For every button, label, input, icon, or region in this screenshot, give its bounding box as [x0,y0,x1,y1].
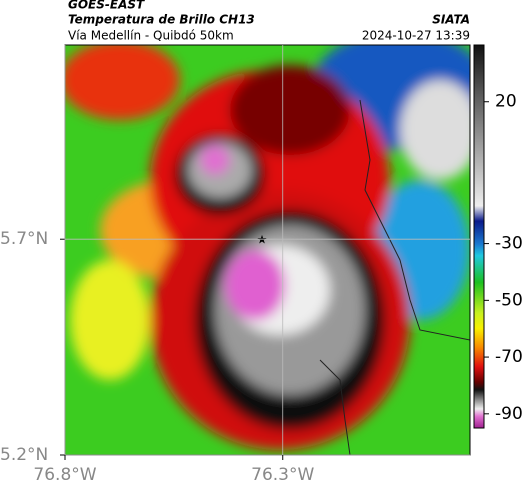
subtitle: Temperatura de Brillo CH13 [68,13,255,27]
colorbar-tick-label: -90 [495,404,523,424]
route: Vía Medellín - Quibdó 50km [68,29,234,43]
lon-tick-label: 76.8°W [33,465,96,485]
temperature-field [65,45,470,455]
colorbar-tick-label: -70 [495,347,523,367]
colorbar [473,44,485,429]
colorbar-tick-label: 20 [495,92,517,112]
colorbar-tick-label: -30 [495,234,523,254]
source: SIATA [432,13,470,27]
lat-tick-label: 5.2°N [0,445,48,465]
lon-tick-label: 76.3°W [251,465,314,485]
title: GOES-EAST [68,0,145,12]
lat-tick-label: 5.7°N [0,229,48,249]
colorbar-tick-label: -50 [495,290,523,310]
timestamp: 2024-10-27 13:39 [362,29,470,43]
